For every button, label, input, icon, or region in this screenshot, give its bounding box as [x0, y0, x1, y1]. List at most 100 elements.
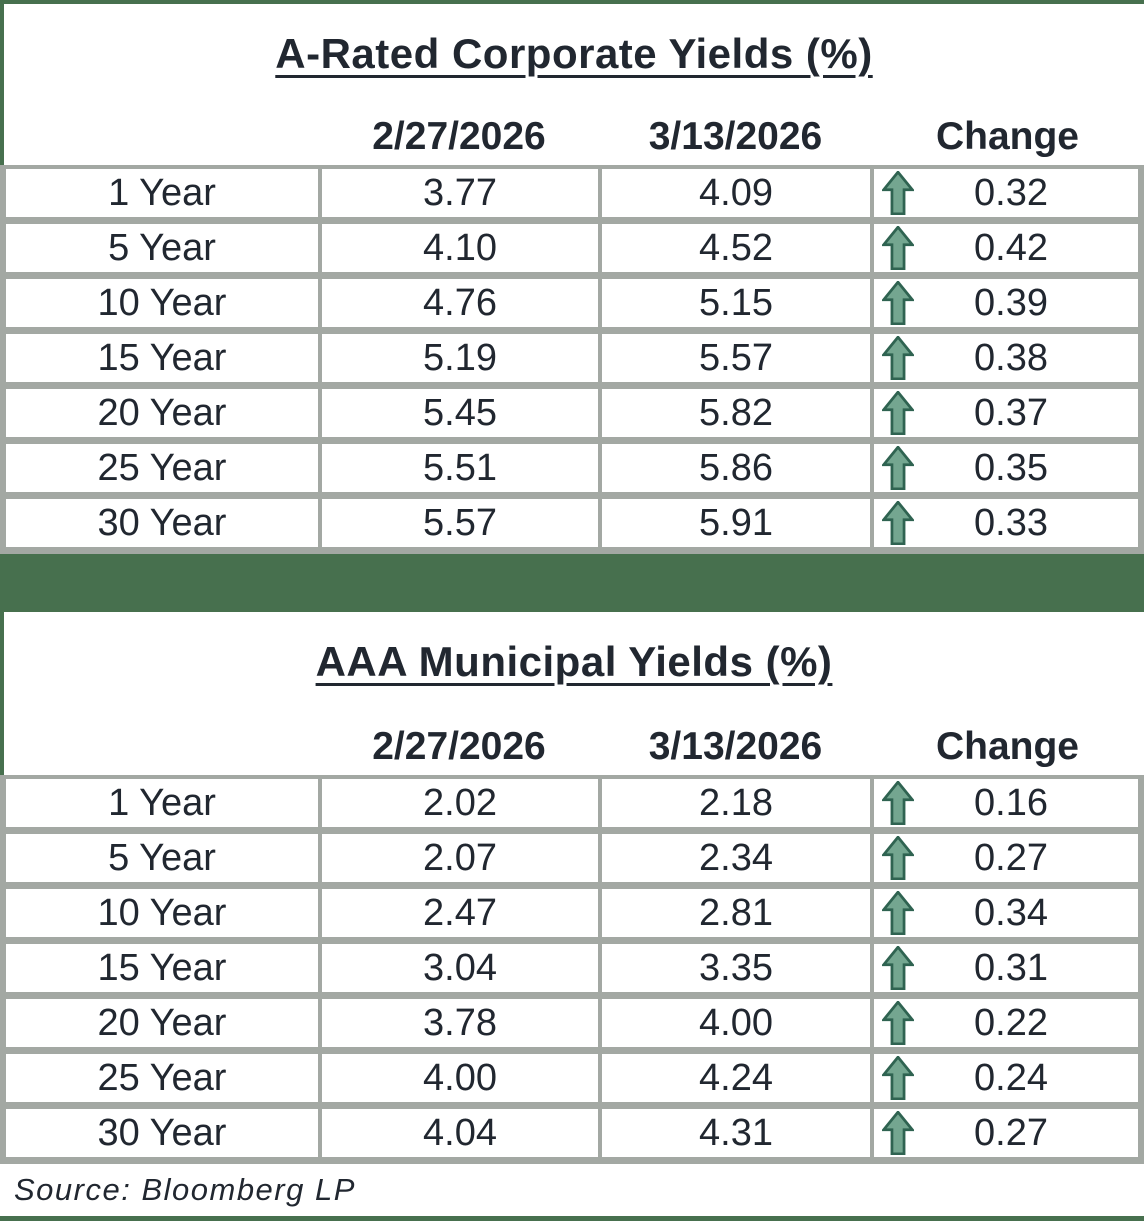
curr-yield-value: 5.86: [602, 444, 870, 492]
maturity-label: 30 Year: [6, 1109, 318, 1157]
change-value: 0.22: [974, 1001, 1048, 1044]
up-arrow-icon: [882, 391, 914, 435]
maturity-label: 20 Year: [6, 999, 318, 1047]
municipal-yields-table: 1 Year 2.02 2.18 0.16 5 Year 2.07 2.34 0.27 10 Y…: [0, 775, 1144, 1164]
up-arrow-icon: [882, 1001, 914, 1045]
maturity-label: 15 Year: [6, 944, 318, 992]
municipal-header-change: Change: [935, 725, 1079, 768]
change-value: 0.27: [974, 1111, 1048, 1154]
maturity-label: 1 Year: [6, 779, 318, 827]
corporate-header-prev-date: 2/27/2026: [372, 115, 546, 158]
change-value: 0.34: [974, 891, 1048, 934]
change-cell: 0.34: [874, 889, 1138, 937]
corporate-column-headers: 2/27/2026 3/13/2026 Change: [4, 115, 1144, 165]
maturity-label: 5 Year: [6, 834, 318, 882]
change-value: 0.37: [974, 391, 1048, 434]
prev-yield-value: 4.04: [322, 1109, 598, 1157]
prev-yield-value: 5.19: [322, 334, 598, 382]
maturity-label: 10 Year: [6, 279, 318, 327]
up-arrow-icon: [882, 336, 914, 380]
change-value: 0.33: [974, 501, 1048, 544]
prev-yield-value: 2.47: [322, 889, 598, 937]
corporate-table-title: A-Rated Corporate Yields (%): [275, 30, 873, 77]
change-cell: 0.27: [874, 834, 1138, 882]
change-cell: 0.42: [874, 224, 1138, 272]
change-value: 0.27: [974, 836, 1048, 879]
change-value: 0.31: [974, 946, 1048, 989]
change-cell: 0.31: [874, 944, 1138, 992]
maturity-label: 25 Year: [6, 444, 318, 492]
change-cell: 0.39: [874, 279, 1138, 327]
curr-yield-value: 2.81: [602, 889, 870, 937]
curr-yield-value: 3.35: [602, 944, 870, 992]
maturity-label: 20 Year: [6, 389, 318, 437]
curr-yield-value: 4.00: [602, 999, 870, 1047]
maturity-label: 5 Year: [6, 224, 318, 272]
source-attribution: Source: Bloomberg LP: [0, 1164, 1144, 1216]
curr-yield-value: 5.82: [602, 389, 870, 437]
change-value: 0.38: [974, 336, 1048, 379]
curr-yield-value: 5.57: [602, 334, 870, 382]
up-arrow-icon: [882, 226, 914, 270]
prev-yield-value: 2.02: [322, 779, 598, 827]
maturity-label: 15 Year: [6, 334, 318, 382]
change-value: 0.42: [974, 226, 1048, 269]
municipal-header-prev-date: 2/27/2026: [372, 725, 546, 768]
change-cell: 0.32: [874, 169, 1138, 217]
maturity-label: 10 Year: [6, 889, 318, 937]
corporate-header-change: Change: [935, 115, 1079, 158]
change-cell: 0.22: [874, 999, 1138, 1047]
change-cell: 0.38: [874, 334, 1138, 382]
change-value: 0.32: [974, 171, 1048, 214]
change-cell: 0.27: [874, 1109, 1138, 1157]
change-value: 0.24: [974, 1056, 1048, 1099]
municipal-table-title: AAA Municipal Yields (%): [315, 638, 833, 685]
prev-yield-value: 3.77: [322, 169, 598, 217]
up-arrow-icon: [882, 781, 914, 825]
up-arrow-icon: [882, 501, 914, 545]
municipal-header-curr-date: 3/13/2026: [648, 725, 823, 768]
curr-yield-value: 4.31: [602, 1109, 870, 1157]
prev-yield-value: 3.04: [322, 944, 598, 992]
corporate-header-box: A-Rated Corporate Yields (%) 2/27/2026 3…: [4, 4, 1144, 165]
up-arrow-icon: [882, 1111, 914, 1155]
prev-yield-value: 4.00: [322, 1054, 598, 1102]
curr-yield-value: 5.15: [602, 279, 870, 327]
change-cell: 0.37: [874, 389, 1138, 437]
up-arrow-icon: [882, 946, 914, 990]
change-value: 0.16: [974, 781, 1048, 824]
up-arrow-icon: [882, 171, 914, 215]
up-arrow-icon: [882, 446, 914, 490]
curr-yield-value: 4.24: [602, 1054, 870, 1102]
up-arrow-icon: [882, 836, 914, 880]
prev-yield-value: 2.07: [322, 834, 598, 882]
municipal-header-box: AAA Municipal Yields (%) 2/27/2026 3/13/…: [4, 612, 1144, 775]
corporate-yields-table: 1 Year 3.77 4.09 0.32 5 Year 4.10 4.52 0.42 10 Y…: [0, 165, 1144, 554]
prev-yield-value: 3.78: [322, 999, 598, 1047]
up-arrow-icon: [882, 891, 914, 935]
prev-yield-value: 4.76: [322, 279, 598, 327]
curr-yield-value: 4.52: [602, 224, 870, 272]
municipal-header-spacer: [4, 725, 318, 769]
corporate-header-spacer: [4, 115, 318, 159]
up-arrow-icon: [882, 1056, 914, 1100]
curr-yield-value: 5.91: [602, 499, 870, 547]
change-value: 0.39: [974, 281, 1048, 324]
change-value: 0.35: [974, 446, 1048, 489]
curr-yield-value: 2.34: [602, 834, 870, 882]
change-cell: 0.35: [874, 444, 1138, 492]
prev-yield-value: 5.45: [322, 389, 598, 437]
prev-yield-value: 5.51: [322, 444, 598, 492]
up-arrow-icon: [882, 281, 914, 325]
maturity-label: 30 Year: [6, 499, 318, 547]
maturity-label: 25 Year: [6, 1054, 318, 1102]
municipal-column-headers: 2/27/2026 3/13/2026 Change: [4, 725, 1144, 775]
change-cell: 0.24: [874, 1054, 1138, 1102]
curr-yield-value: 2.18: [602, 779, 870, 827]
maturity-label: 1 Year: [6, 169, 318, 217]
change-cell: 0.16: [874, 779, 1138, 827]
prev-yield-value: 5.57: [322, 499, 598, 547]
prev-yield-value: 4.10: [322, 224, 598, 272]
curr-yield-value: 4.09: [602, 169, 870, 217]
